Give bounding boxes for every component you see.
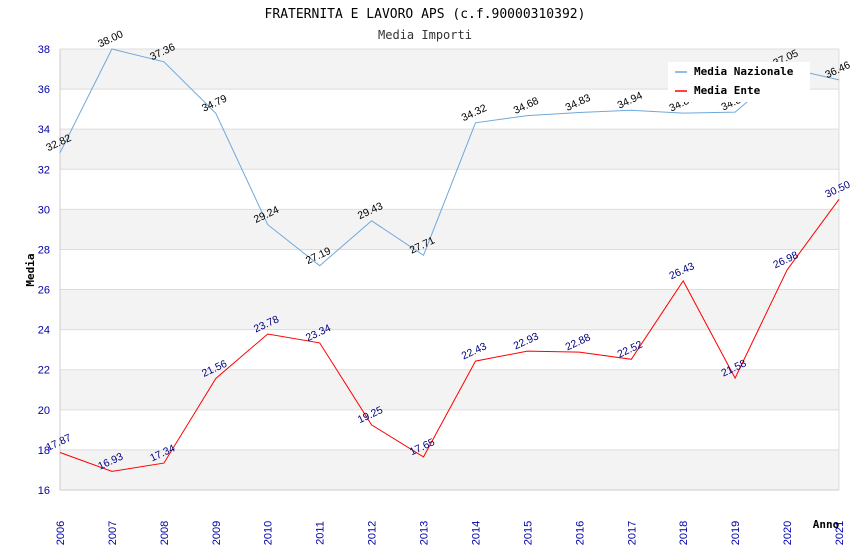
grid-lines <box>60 48 839 491</box>
x-tick-labels: 2006 2007 2008 2009 2010 2011 2012 2013 2014 2015… <box>55 521 846 545</box>
x-tick-label: 2017 <box>626 521 638 545</box>
x-tick-label: 2015 <box>522 521 534 545</box>
x-tick-label: 2011 <box>315 521 327 545</box>
x-tick-label: 2019 <box>730 521 742 545</box>
chart-subtitle: Media Importi <box>378 28 472 42</box>
x-tick-label: 2009 <box>211 521 223 545</box>
data-label: 30.50 <box>823 179 850 201</box>
data-label: 34.94 <box>616 90 645 112</box>
data-label: 26.43 <box>667 260 696 282</box>
series-line-media-nazionale <box>59 48 840 267</box>
x-tick-label: 2014 <box>470 521 482 545</box>
chart-title: FRATERNITA E LAVORO APS (c.f.90000310392… <box>265 7 586 22</box>
y-tick-label: 22 <box>38 365 50 377</box>
grid-band <box>60 369 839 410</box>
y-axis-label: Media <box>24 253 37 286</box>
grid-band <box>60 129 839 170</box>
data-label: 34.68 <box>512 95 541 117</box>
series-lines <box>59 48 840 472</box>
x-tick-label: 2020 <box>782 521 794 545</box>
grid-band <box>60 209 839 250</box>
x-tick-label: 2012 <box>367 521 379 545</box>
grid-bands <box>60 49 839 490</box>
grid-band <box>60 289 839 330</box>
x-axis-label: Anno <box>813 518 840 531</box>
x-tick-label: 2007 <box>107 521 119 545</box>
data-label: 38.00 <box>96 28 125 50</box>
axes <box>59 49 840 491</box>
data-label: 34.79 <box>200 93 229 115</box>
data-label: 22.88 <box>564 331 593 353</box>
data-label: 34.83 <box>564 92 593 114</box>
y-tick-label: 18 <box>38 445 50 457</box>
x-tick-label: 2013 <box>419 521 431 545</box>
x-tick-label: 2021 <box>834 521 846 545</box>
y-tick-label: 36 <box>38 84 50 96</box>
y-tick-label: 32 <box>38 164 50 176</box>
data-label: 34.32 <box>460 102 489 124</box>
legend-label-media-nazionale: Media Nazionale <box>694 65 794 78</box>
x-tick-label: 2018 <box>678 521 690 545</box>
y-tick-label: 34 <box>38 124 50 136</box>
x-tick-label: 2006 <box>55 521 67 545</box>
legend: Media Nazionale Media Ente <box>668 62 810 102</box>
data-label: 22.52 <box>616 339 645 361</box>
x-tick-label: 2016 <box>574 521 586 545</box>
y-tick-label: 38 <box>38 44 50 56</box>
y-tick-label: 30 <box>38 204 50 216</box>
y-tick-labels: 16 18 20 22 24 26 28 30 32 34 36 38 <box>38 44 50 497</box>
y-tick-label: 26 <box>38 285 50 297</box>
y-tick-label: 28 <box>38 244 50 256</box>
legend-label-media-ente: Media Ente <box>694 84 761 97</box>
legend-box <box>668 62 810 102</box>
data-label: 22.93 <box>512 330 541 352</box>
data-label: 26.98 <box>771 249 800 271</box>
series-line-media-ente <box>59 199 840 472</box>
x-tick-label: 2010 <box>263 521 275 545</box>
x-tick-label: 2008 <box>159 521 171 545</box>
y-tick-label: 24 <box>38 325 50 337</box>
y-tick-label: 16 <box>38 485 50 497</box>
grid-band <box>60 449 839 490</box>
y-tick-label: 20 <box>38 405 50 417</box>
